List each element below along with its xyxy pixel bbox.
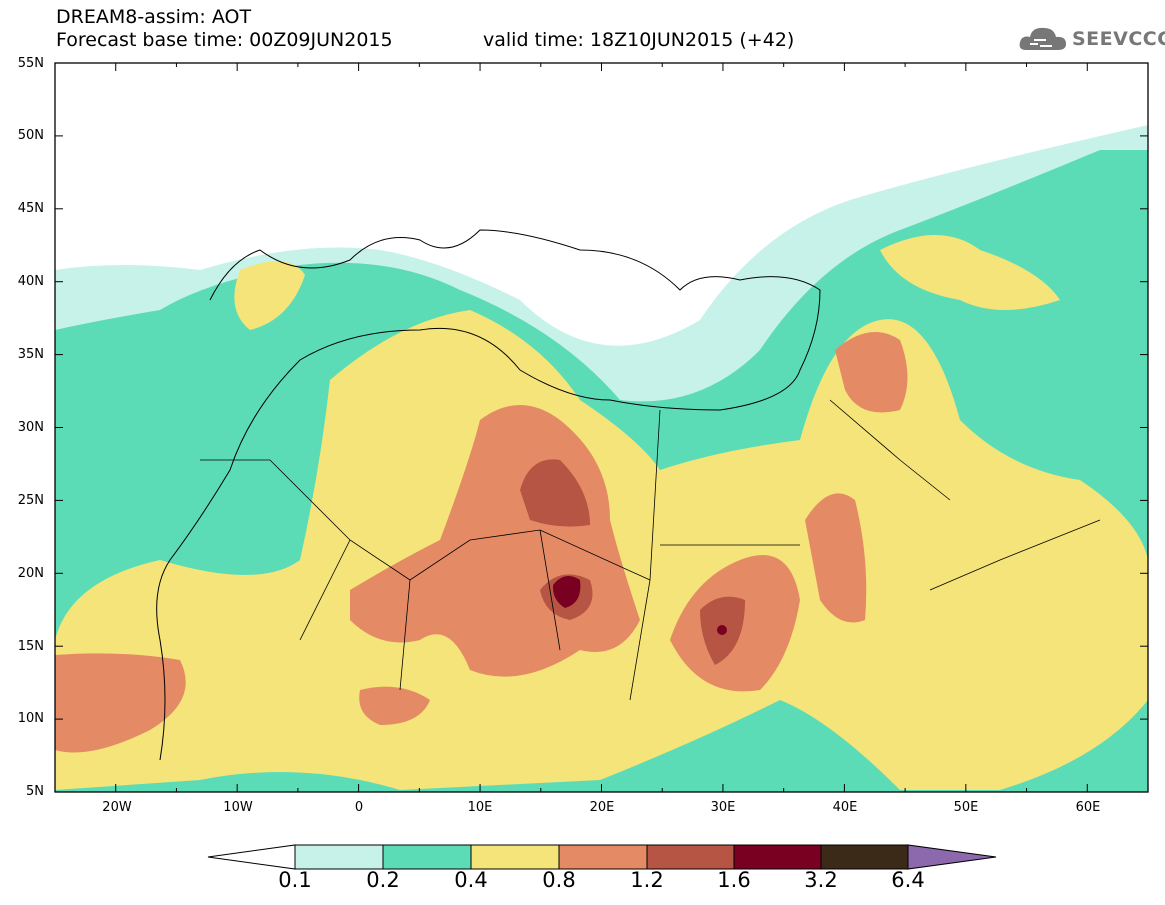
lon-label-0: 0 <box>354 800 364 815</box>
lon-label-20w: 20W <box>102 800 132 815</box>
lon-label-60e: 60E <box>1075 800 1101 815</box>
valid-time: valid time: 18Z10JUN2015 (+42) <box>483 29 795 51</box>
lat-label-45n: 45N <box>17 201 44 216</box>
lat-label-55n: 55N <box>17 56 44 71</box>
aot-field <box>55 63 1148 792</box>
lat-label-50n: 50N <box>17 128 44 143</box>
lat-label-20n: 20N <box>17 566 44 581</box>
seevccc-logo: SEEVCCC <box>1018 22 1165 56</box>
country-borders <box>200 399 1101 701</box>
aot-band-1.2 <box>520 459 590 527</box>
colorbar-label-3: 0.8 <box>542 868 576 892</box>
coastline <box>156 229 821 761</box>
colorbar-label-7: 6.4 <box>891 868 925 892</box>
colorbar-label-6: 3.2 <box>804 868 838 892</box>
aot-band-0.8-nigeria <box>359 686 430 725</box>
lon-label-30e: 30E <box>710 800 736 815</box>
lat-label-10n: 10N <box>17 711 44 726</box>
lat-label-5n: 5N <box>26 784 44 799</box>
colorbar-label-0: 0.1 <box>278 868 312 892</box>
logo-text: SEEVCCC <box>1072 28 1165 50</box>
colorbar-label-4: 1.2 <box>630 868 664 892</box>
aot-band-0.4-iberia <box>234 261 305 330</box>
aot-band-1.6 <box>552 576 581 608</box>
forecast-base-time: Forecast base time: 00Z09JUN2015 <box>56 29 393 51</box>
aot-band-0.8-arabia <box>835 332 908 413</box>
lat-label-40n: 40N <box>17 274 44 289</box>
lat-label-30n: 30N <box>17 420 44 435</box>
lon-label-20e: 20E <box>589 800 615 815</box>
colorbar-label-5: 1.6 <box>717 868 751 892</box>
aot-band-0.8 <box>55 653 186 753</box>
cloud-icon <box>1019 27 1066 50</box>
lat-label-35n: 35N <box>17 347 44 362</box>
lat-label-15n: 15N <box>17 639 44 654</box>
aot-band-0.4-north <box>880 235 1060 310</box>
axis-ticks <box>54 62 1149 793</box>
aot-band-0.8-nile <box>805 493 867 623</box>
colorbar-label-2: 0.4 <box>454 868 488 892</box>
chart-title: DREAM8-assim: AOT <box>56 6 252 28</box>
colorbar-label-1: 0.2 <box>366 868 400 892</box>
lat-label-25n: 25N <box>17 493 44 508</box>
aot-band-1.6-b <box>717 625 727 635</box>
lon-label-10e: 10E <box>467 800 493 815</box>
lon-label-40e: 40E <box>832 800 858 815</box>
lon-label-50e: 50E <box>953 800 979 815</box>
lon-label-10w: 10W <box>223 800 253 815</box>
